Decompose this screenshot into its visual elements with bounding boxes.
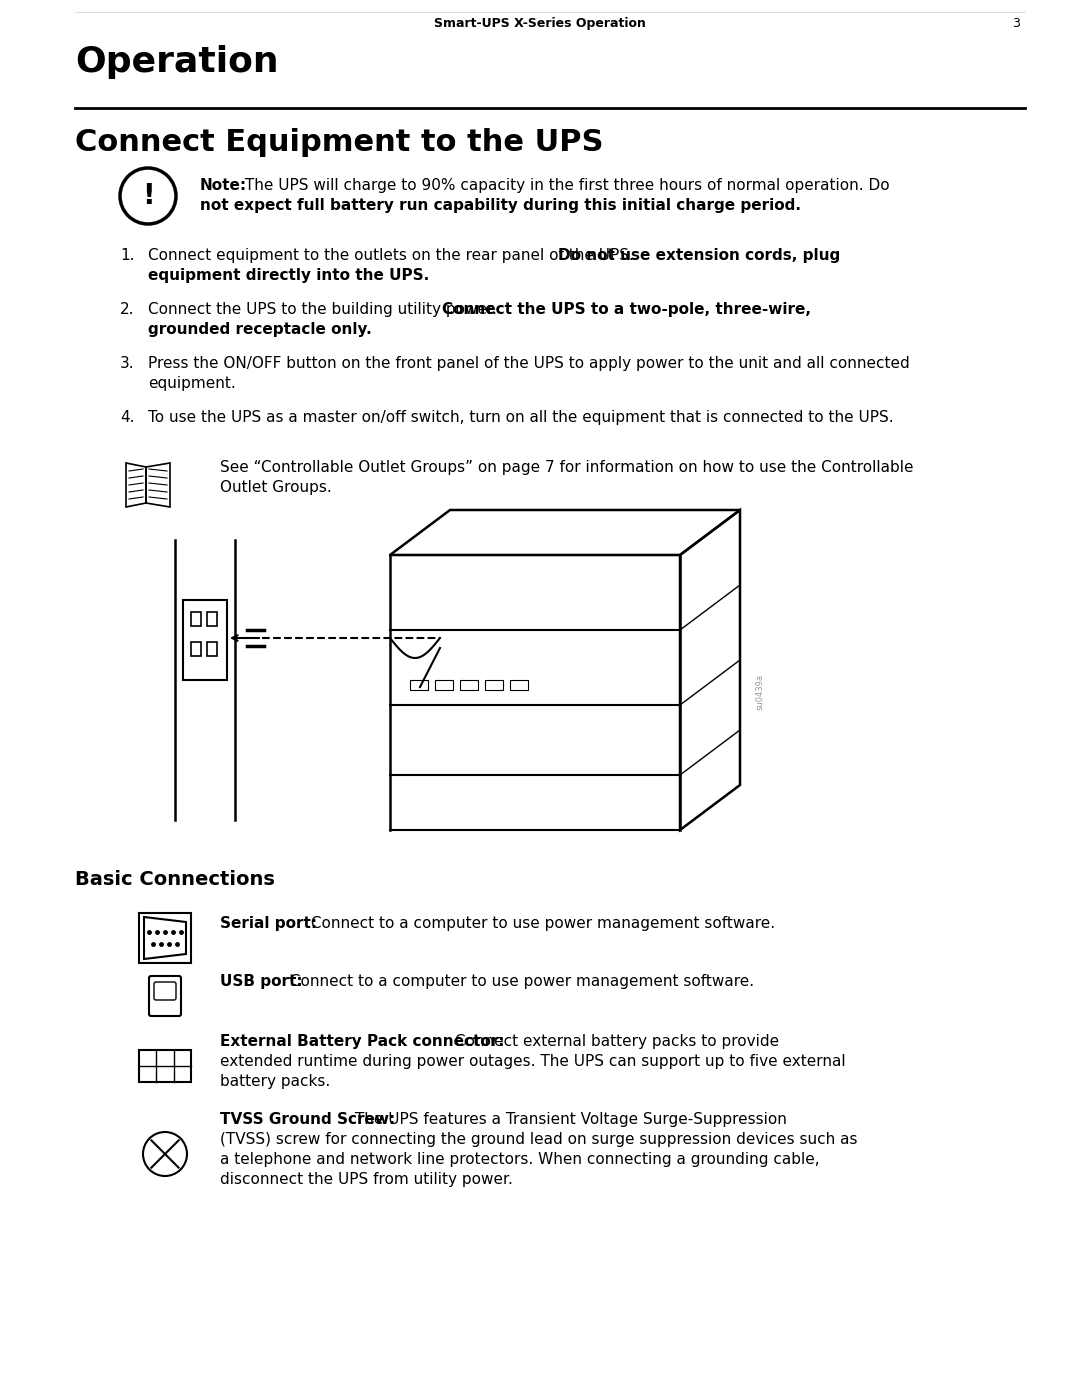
Bar: [207, 612, 217, 626]
Text: See “Controllable Outlet Groups” on page 7 for information on how to use the Con: See “Controllable Outlet Groups” on page…: [220, 460, 914, 475]
Text: External Battery Pack connector:: External Battery Pack connector:: [220, 1034, 504, 1049]
Text: Connect the UPS to the building utility power.: Connect the UPS to the building utility …: [148, 302, 502, 317]
Bar: [139, 1051, 191, 1083]
Text: disconnect the UPS from utility power.: disconnect the UPS from utility power.: [220, 1172, 513, 1187]
Text: USB port:: USB port:: [220, 974, 302, 989]
Text: 4.: 4.: [120, 409, 135, 425]
Text: Do not use extension cords, plug: Do not use extension cords, plug: [558, 249, 840, 263]
Text: Connect external battery packs to provide: Connect external battery packs to provid…: [450, 1034, 780, 1049]
Bar: [207, 643, 217, 657]
Bar: [510, 680, 528, 690]
Text: 2.: 2.: [120, 302, 135, 317]
Text: Outlet Groups.: Outlet Groups.: [220, 481, 332, 495]
Text: (TVSS) screw for connecting the ground lead on surge suppression devices such as: (TVSS) screw for connecting the ground l…: [220, 1132, 858, 1147]
Text: Note:: Note:: [200, 177, 247, 193]
Text: !: !: [141, 182, 154, 210]
Bar: [191, 612, 201, 626]
Bar: [460, 680, 478, 690]
Text: To use the UPS as a master on/off switch, turn on all the equipment that is conn: To use the UPS as a master on/off switch…: [148, 409, 893, 425]
Text: not expect full battery run capability during this initial charge period.: not expect full battery run capability d…: [200, 198, 801, 212]
Text: Press the ON/OFF button on the front panel of the UPS to apply power to the unit: Press the ON/OFF button on the front pan…: [148, 356, 909, 372]
Text: The UPS features a Transient Voltage Surge-Suppression: The UPS features a Transient Voltage Sur…: [350, 1112, 786, 1127]
Text: Connect to a computer to use power management software.: Connect to a computer to use power manag…: [307, 916, 775, 930]
Text: a telephone and network line protectors. When connecting a grounding cable,: a telephone and network line protectors.…: [220, 1153, 820, 1166]
Text: 1.: 1.: [120, 249, 135, 263]
Text: Connect the UPS to a two-pole, three-wire,: Connect the UPS to a two-pole, three-wir…: [442, 302, 811, 317]
Text: The UPS will charge to 90% capacity in the first three hours of normal operation: The UPS will charge to 90% capacity in t…: [240, 177, 890, 193]
Text: grounded receptacle only.: grounded receptacle only.: [148, 321, 372, 337]
Text: Operation: Operation: [75, 45, 279, 80]
Bar: [435, 680, 453, 690]
Text: equipment.: equipment.: [148, 376, 235, 391]
Text: Basic Connections: Basic Connections: [75, 870, 275, 888]
Bar: [191, 643, 201, 657]
Text: 3.: 3.: [120, 356, 135, 372]
Text: Smart-UPS X-Series Operation: Smart-UPS X-Series Operation: [434, 17, 646, 29]
Text: su0439a: su0439a: [756, 673, 765, 710]
Bar: [183, 599, 227, 680]
Bar: [410, 680, 428, 690]
Text: extended runtime during power outages. The UPS can support up to five external: extended runtime during power outages. T…: [220, 1053, 846, 1069]
Text: Connect Equipment to the UPS: Connect Equipment to the UPS: [75, 129, 604, 156]
Text: 3: 3: [1012, 17, 1020, 29]
Text: Connect equipment to the outlets on the rear panel of the UPS.: Connect equipment to the outlets on the …: [148, 249, 638, 263]
Text: Connect to a computer to use power management software.: Connect to a computer to use power manag…: [285, 974, 754, 989]
Text: battery packs.: battery packs.: [220, 1074, 330, 1090]
Text: equipment directly into the UPS.: equipment directly into the UPS.: [148, 268, 429, 284]
Text: TVSS Ground Screw:: TVSS Ground Screw:: [220, 1112, 395, 1127]
Text: Serial port:: Serial port:: [220, 916, 318, 930]
Bar: [485, 680, 503, 690]
